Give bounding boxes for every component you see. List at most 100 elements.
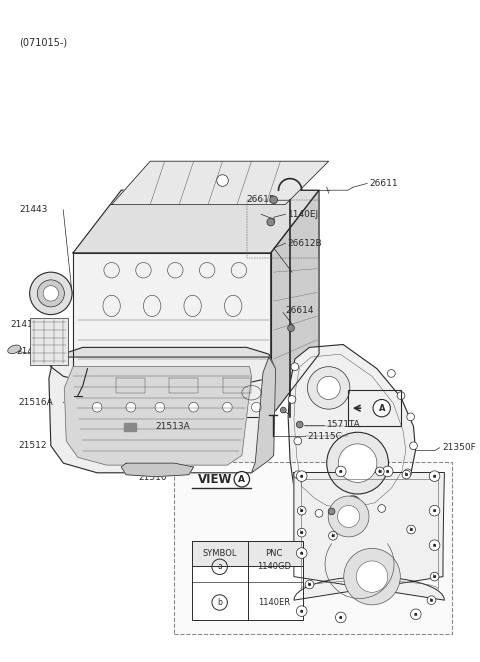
Text: A: A	[239, 475, 245, 484]
Circle shape	[291, 363, 299, 371]
Circle shape	[308, 583, 311, 586]
Text: b: b	[433, 574, 436, 579]
Circle shape	[410, 609, 421, 620]
Polygon shape	[252, 357, 276, 473]
Circle shape	[414, 613, 417, 616]
Text: (071015-): (071015-)	[19, 37, 67, 47]
Circle shape	[409, 528, 413, 531]
Circle shape	[386, 470, 389, 473]
Polygon shape	[294, 473, 444, 600]
Circle shape	[433, 544, 436, 547]
Text: 21443: 21443	[19, 205, 48, 214]
Circle shape	[328, 508, 335, 515]
Circle shape	[294, 437, 301, 445]
Text: 21510: 21510	[139, 473, 167, 482]
Text: 1571TA: 1571TA	[327, 420, 360, 429]
Circle shape	[300, 551, 303, 555]
Polygon shape	[73, 190, 319, 253]
Circle shape	[307, 367, 350, 409]
Circle shape	[338, 444, 377, 483]
Circle shape	[397, 392, 405, 399]
Circle shape	[288, 396, 296, 403]
Polygon shape	[73, 253, 271, 417]
Text: b: b	[430, 598, 433, 602]
Circle shape	[378, 504, 385, 512]
Circle shape	[300, 509, 303, 512]
Circle shape	[336, 612, 346, 623]
Circle shape	[252, 402, 261, 412]
Circle shape	[305, 580, 314, 589]
Text: SYMBOL: SYMBOL	[203, 549, 237, 558]
Circle shape	[30, 272, 72, 314]
Text: b: b	[331, 534, 335, 538]
Circle shape	[298, 506, 306, 515]
Circle shape	[328, 496, 369, 537]
Text: 21414: 21414	[10, 320, 38, 329]
Text: 1140EJ: 1140EJ	[288, 210, 319, 218]
Circle shape	[429, 505, 440, 516]
Circle shape	[43, 286, 59, 301]
Circle shape	[300, 610, 303, 612]
Text: a: a	[433, 508, 436, 513]
Text: 26614: 26614	[286, 307, 314, 315]
Circle shape	[433, 475, 436, 477]
Circle shape	[332, 534, 335, 538]
Circle shape	[329, 532, 337, 540]
Circle shape	[402, 470, 411, 479]
Bar	[124, 422, 136, 432]
Text: b: b	[378, 469, 382, 474]
Text: 26615: 26615	[246, 195, 275, 205]
Circle shape	[37, 280, 64, 307]
Polygon shape	[288, 344, 416, 515]
Circle shape	[387, 369, 395, 377]
Text: b: b	[308, 582, 311, 587]
Circle shape	[433, 575, 436, 578]
Circle shape	[327, 432, 388, 494]
Ellipse shape	[8, 345, 21, 354]
Circle shape	[339, 616, 342, 619]
Circle shape	[234, 471, 250, 487]
Circle shape	[288, 325, 294, 332]
Circle shape	[373, 399, 390, 417]
Circle shape	[189, 402, 198, 412]
Text: a: a	[300, 473, 303, 479]
Circle shape	[405, 473, 408, 476]
Circle shape	[296, 421, 303, 428]
Circle shape	[430, 572, 439, 581]
Circle shape	[92, 402, 102, 412]
Text: a: a	[433, 473, 436, 479]
Circle shape	[155, 402, 165, 412]
Circle shape	[429, 471, 440, 481]
Circle shape	[336, 466, 346, 477]
Text: 21350F: 21350F	[443, 444, 476, 452]
Circle shape	[339, 470, 342, 473]
Text: a: a	[339, 615, 343, 620]
Text: VIEW: VIEW	[198, 473, 233, 486]
Circle shape	[296, 547, 307, 558]
Circle shape	[344, 548, 400, 605]
Bar	[192, 541, 302, 620]
Polygon shape	[47, 348, 276, 383]
Circle shape	[375, 467, 384, 476]
Text: a: a	[414, 612, 418, 617]
Text: 1140GD: 1140GD	[257, 562, 291, 571]
Text: b: b	[300, 508, 303, 513]
Circle shape	[433, 509, 436, 512]
Circle shape	[300, 475, 303, 477]
Circle shape	[280, 407, 286, 413]
Circle shape	[267, 218, 275, 226]
Circle shape	[378, 470, 381, 473]
Text: 21516A: 21516A	[18, 398, 53, 407]
Text: A: A	[378, 404, 385, 412]
Circle shape	[427, 596, 436, 604]
Circle shape	[217, 175, 228, 186]
Circle shape	[270, 196, 277, 204]
Text: 21513A: 21513A	[155, 422, 190, 431]
Text: 21115C: 21115C	[307, 432, 342, 441]
Text: 1140ER: 1140ER	[258, 598, 290, 607]
Circle shape	[383, 466, 393, 477]
Polygon shape	[271, 190, 319, 417]
Text: b: b	[405, 472, 408, 477]
Text: 21512: 21512	[18, 442, 47, 450]
Circle shape	[296, 606, 307, 616]
